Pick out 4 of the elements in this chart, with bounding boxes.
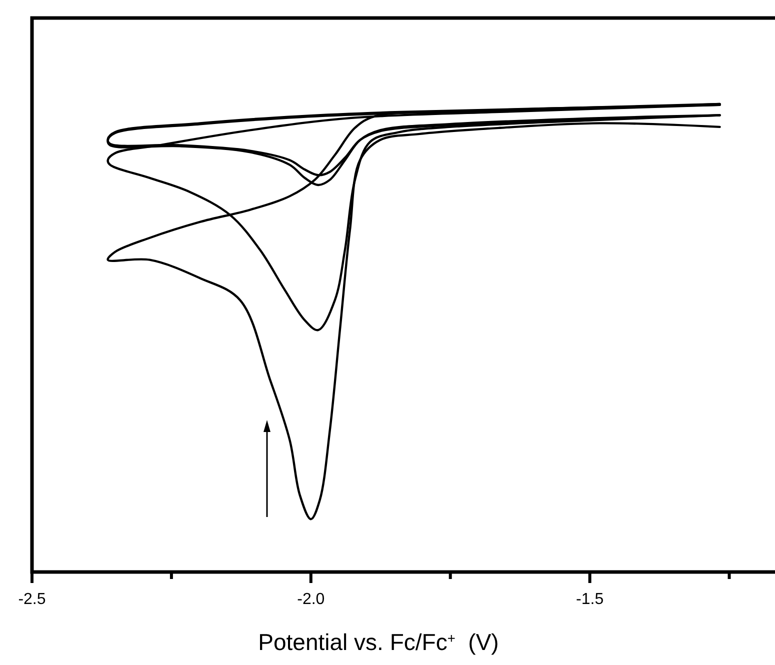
x-tick-label: -2.0 xyxy=(297,591,325,608)
x-tick-label: -2.5 xyxy=(18,591,46,608)
x-tick-label: -1.5 xyxy=(576,591,604,608)
x-axis-title: Potential vs. Fc/Fc$^{+}$ (V) xyxy=(258,629,499,655)
